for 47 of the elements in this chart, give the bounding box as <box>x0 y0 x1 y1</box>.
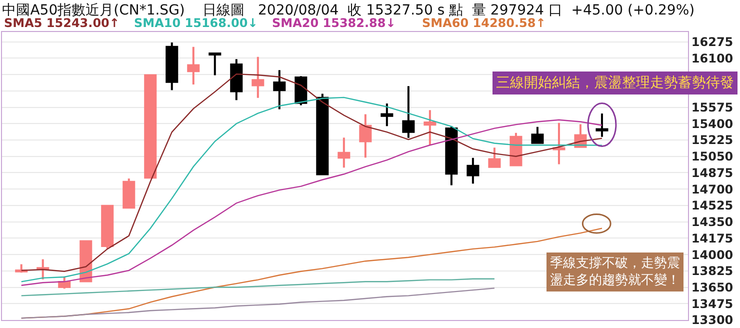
y-tick-label: 16100 <box>691 51 734 66</box>
annotation: 三線開始糾結，震盪整理走勢蓄勢待發 <box>496 75 734 91</box>
text: SMA60 14280.58↑ <box>422 16 546 30</box>
candlestick <box>122 178 136 210</box>
text: SMA10 15168.00↓ <box>134 16 258 30</box>
candlestick <box>488 146 501 169</box>
line-series <box>20 278 496 296</box>
candlestick <box>445 125 458 186</box>
y-tick-label: 13475 <box>691 296 734 311</box>
text: SMA5 15243.00↑ <box>4 16 120 30</box>
annotation: 季線支撐不破，走勢震盪走多的趨勢就不變！ <box>550 256 680 288</box>
y-tick-label: 13300 <box>691 313 734 328</box>
candlestick <box>187 46 200 86</box>
candlestick <box>252 56 264 99</box>
y-tick-label: 14175 <box>691 231 734 246</box>
candlestick <box>101 204 114 250</box>
candlestick <box>208 52 222 76</box>
candlestick <box>531 126 544 144</box>
chart-title: 中國A50指數近月(CN*1.SG) 日線圖 2020/08/04 收 15327.50 s 點 量 297924 口 +45.00 (+0.29%) <box>2 2 695 19</box>
candlestick <box>144 74 157 180</box>
y-tick-label: 16275 <box>691 35 734 50</box>
candlestick <box>359 113 372 159</box>
candlestick <box>273 69 286 110</box>
candlestick <box>402 85 415 139</box>
candlestick <box>552 122 566 166</box>
y-tick-label: 14350 <box>691 215 734 230</box>
y-tick-label: 14000 <box>691 248 734 262</box>
y-tick-label: 14525 <box>691 198 734 213</box>
candlestick <box>338 136 350 169</box>
y-tick-label: 14875 <box>691 166 734 180</box>
y-tick-label: 13825 <box>691 264 734 278</box>
candlestick <box>466 156 480 185</box>
text: SMA20 15382.88↓ <box>272 16 396 30</box>
y-tick-label: 15400 <box>691 116 734 131</box>
y-tick-label: 13650 <box>691 280 734 294</box>
candlestick <box>166 41 178 92</box>
candlestick <box>424 109 436 146</box>
candlestick <box>230 58 243 102</box>
candlestick <box>510 132 522 168</box>
y-tick-label: 15050 <box>691 150 734 164</box>
candlestick <box>36 258 50 280</box>
candlestick <box>316 92 329 176</box>
line-series <box>20 288 496 319</box>
candlestick <box>380 102 394 128</box>
y-tick-label: 15225 <box>691 133 734 148</box>
y-tick-label: 15575 <box>691 100 734 114</box>
y-tick-label: 14700 <box>691 182 734 196</box>
